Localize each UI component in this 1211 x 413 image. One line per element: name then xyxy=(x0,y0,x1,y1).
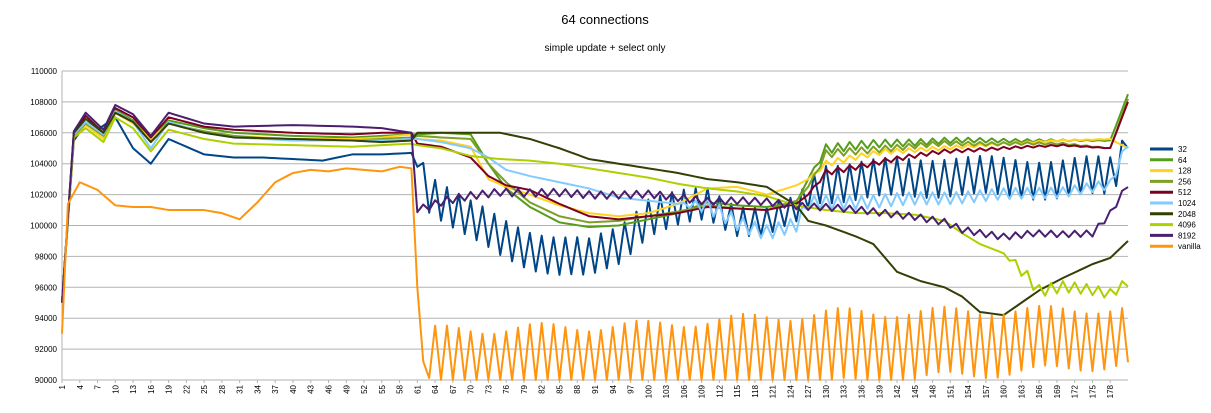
legend-label-2048: 2048 xyxy=(1178,210,1196,219)
x-tick-label: 40 xyxy=(289,384,298,393)
gridlines xyxy=(61,70,1128,381)
legend-label-vanilla: vanilla xyxy=(1178,242,1201,251)
series-line-32 xyxy=(61,116,1129,303)
x-tick-label: 73 xyxy=(484,384,493,393)
x-tick-label: 163 xyxy=(1017,384,1026,398)
x-tick-label: 70 xyxy=(467,384,476,393)
x-tick-label: 127 xyxy=(804,384,813,398)
x-tick-label: 76 xyxy=(502,384,511,393)
x-tick-label: 106 xyxy=(680,384,689,398)
legend-label-64: 64 xyxy=(1178,156,1187,165)
x-tick-label: 100 xyxy=(644,384,653,398)
chart-subtitle: simple update + select only xyxy=(545,43,666,54)
x-tick-label: 148 xyxy=(929,384,938,398)
x-axis: 1 4 7 10 13 16 19 22 25 28 31 34 37 40 43 46 49 52 55 58 61 6… xyxy=(58,380,1115,398)
x-tick-label: 34 xyxy=(253,384,262,393)
x-tick-label: 37 xyxy=(271,384,280,393)
legend-label-256: 256 xyxy=(1178,177,1192,186)
y-tick-label: 94000 xyxy=(35,314,58,323)
x-tick-label: 1 xyxy=(58,384,67,389)
x-tick-label: 160 xyxy=(1000,384,1009,398)
legend-label-1024: 1024 xyxy=(1178,199,1196,208)
x-tick-label: 43 xyxy=(307,384,316,393)
y-tick-label: 102000 xyxy=(30,191,57,200)
x-tick-label: 97 xyxy=(627,384,636,393)
x-tick-label: 151 xyxy=(946,384,955,398)
x-tick-label: 172 xyxy=(1071,384,1080,398)
x-tick-label: 115 xyxy=(733,384,742,397)
x-tick-label: 109 xyxy=(698,384,707,398)
y-tick-label: 96000 xyxy=(35,283,58,292)
x-tick-label: 4 xyxy=(76,384,85,389)
series-line-2048 xyxy=(61,111,1129,317)
x-tick-label: 25 xyxy=(200,384,209,393)
x-tick-label: 10 xyxy=(111,384,120,393)
series-line-64 xyxy=(61,93,1129,303)
x-tick-label: 58 xyxy=(396,384,405,393)
series-line-4096 xyxy=(61,116,1129,303)
x-tick-label: 166 xyxy=(1035,384,1044,398)
y-tick-label: 106000 xyxy=(30,129,57,138)
legend-label-512: 512 xyxy=(1178,188,1192,197)
x-tick-label: 67 xyxy=(449,384,458,393)
x-tick-label: 136 xyxy=(858,384,867,398)
x-tick-label: 22 xyxy=(182,384,191,393)
x-tick-label: 13 xyxy=(129,384,138,393)
x-tick-label: 154 xyxy=(964,384,973,398)
x-tick-label: 28 xyxy=(218,384,227,393)
x-tick-label: 49 xyxy=(342,384,351,393)
x-tick-label: 88 xyxy=(573,384,582,393)
series-line-256 xyxy=(61,98,1129,303)
legend-label-32: 32 xyxy=(1178,145,1187,154)
series-line-1024 xyxy=(61,110,1129,303)
plot-area xyxy=(61,93,1129,381)
chart-title: 64 connections xyxy=(561,12,649,27)
y-tick-label: 100000 xyxy=(30,222,57,231)
y-tick-label: 108000 xyxy=(30,98,57,107)
x-tick-label: 64 xyxy=(431,384,440,393)
x-tick-label: 82 xyxy=(538,384,547,393)
series-line-vanilla xyxy=(61,165,1129,381)
x-tick-label: 103 xyxy=(662,384,671,398)
series-line-8192 xyxy=(61,103,1129,303)
x-tick-label: 139 xyxy=(875,384,884,398)
x-tick-label: 130 xyxy=(822,384,831,398)
x-tick-label: 124 xyxy=(786,384,795,398)
y-tick-label: 110000 xyxy=(31,67,58,76)
x-tick-label: 79 xyxy=(520,384,529,393)
x-tick-label: 31 xyxy=(236,384,245,393)
x-tick-label: 61 xyxy=(413,384,422,393)
x-tick-label: 46 xyxy=(325,384,334,393)
legend-label-8192: 8192 xyxy=(1178,231,1196,240)
x-tick-label: 91 xyxy=(591,384,600,393)
x-tick-label: 133 xyxy=(840,384,849,398)
x-tick-label: 118 xyxy=(751,384,760,397)
x-tick-label: 16 xyxy=(147,384,156,393)
x-tick-label: 52 xyxy=(360,384,369,393)
legend-label-128: 128 xyxy=(1178,167,1192,176)
series-line-512 xyxy=(61,101,1129,303)
x-tick-label: 145 xyxy=(911,384,920,398)
x-tick-label: 175 xyxy=(1088,384,1097,398)
x-tick-label: 7 xyxy=(94,384,103,389)
x-tick-label: 19 xyxy=(165,384,174,393)
x-tick-label: 178 xyxy=(1106,384,1115,398)
legend-label-4096: 4096 xyxy=(1178,221,1196,230)
x-tick-label: 94 xyxy=(609,384,618,393)
y-tick-label: 92000 xyxy=(35,345,58,354)
x-tick-label: 112 xyxy=(715,384,724,397)
y-tick-label: 98000 xyxy=(35,252,58,261)
x-tick-label: 121 xyxy=(769,384,778,398)
x-tick-label: 142 xyxy=(893,384,902,398)
y-tick-label: 90000 xyxy=(35,376,58,385)
x-tick-label: 55 xyxy=(378,384,387,393)
x-tick-label: 169 xyxy=(1053,384,1062,398)
y-axis: 90000 92000 94000 96000 98000 100000 102000 104… xyxy=(30,67,57,385)
x-tick-label: 85 xyxy=(555,384,564,393)
x-tick-label: 157 xyxy=(982,384,991,398)
y-tick-label: 104000 xyxy=(30,160,57,169)
